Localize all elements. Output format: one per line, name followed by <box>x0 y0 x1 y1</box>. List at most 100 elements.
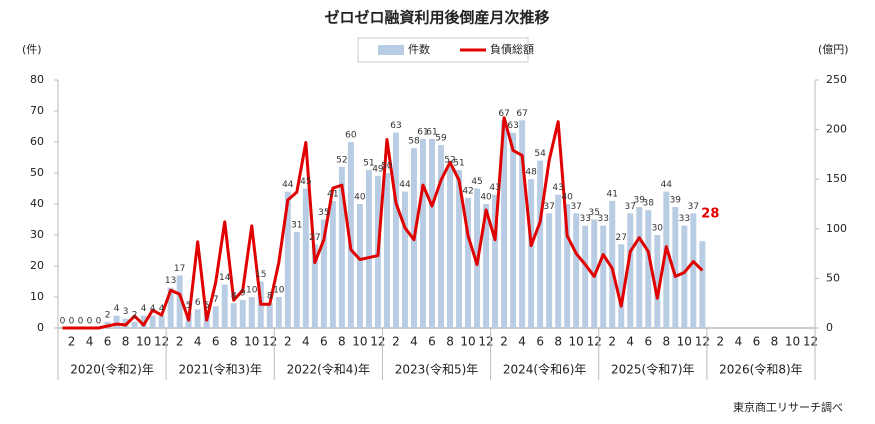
value-label: 4 <box>159 304 165 314</box>
value-label: 63 <box>390 121 401 131</box>
value-label: 41 <box>327 189 338 199</box>
value-label: 35 <box>588 208 599 218</box>
x-tick-label: 8 <box>446 335 454 349</box>
value-label: 4 <box>114 304 120 314</box>
value-label: 37 <box>570 202 581 212</box>
value-label: 43 <box>552 183 563 193</box>
x-tick-label: 4 <box>626 335 634 349</box>
chart-title: ゼロゼロ融資利用後倒産月次推移 <box>324 9 549 27</box>
x-tick-label: 6 <box>212 335 220 349</box>
bar <box>284 191 291 328</box>
bar <box>618 244 625 328</box>
x-tick-label: 12 <box>695 335 710 349</box>
year-label: 2021(令和3)年 <box>178 362 262 377</box>
value-label: 8 <box>231 292 237 302</box>
value-label: 13 <box>165 276 176 286</box>
value-label: 59 <box>435 134 447 144</box>
y-tick-label: 70 <box>30 104 44 117</box>
year-label: 2026(令和8)年 <box>719 362 803 377</box>
value-label: 41 <box>607 189 618 199</box>
legend-label: 負債総額 <box>490 42 534 56</box>
x-tick-label: 2 <box>717 335 725 349</box>
x-tick-label: 8 <box>230 335 238 349</box>
bar <box>582 225 589 328</box>
bar <box>356 204 363 328</box>
bar <box>221 284 228 328</box>
y2-unit: (億円) <box>818 43 849 56</box>
bar <box>266 303 273 328</box>
year-label: 2025(令和7)年 <box>611 362 695 377</box>
bar <box>392 132 399 328</box>
bar <box>555 194 562 328</box>
bar <box>347 142 354 328</box>
y-tick-label: 80 <box>30 73 44 86</box>
year-label: 2024(令和6)年 <box>503 362 587 377</box>
bar <box>528 179 535 328</box>
value-label: 44 <box>399 180 411 190</box>
value-label: 15 <box>255 270 266 280</box>
x-tick-label: 2 <box>284 335 292 349</box>
y-tick-label: 50 <box>30 166 44 179</box>
value-label: 14 <box>219 273 231 283</box>
value-label: 0 <box>87 317 93 327</box>
value-label: 43 <box>489 183 500 193</box>
bar <box>573 213 580 328</box>
value-label: 27 <box>616 233 627 243</box>
x-tick-label: 10 <box>460 335 475 349</box>
value-label: 39 <box>670 196 682 206</box>
x-tick-label: 10 <box>244 335 259 349</box>
bar <box>501 120 508 328</box>
bar <box>699 241 706 328</box>
x-tick-label: 10 <box>785 335 800 349</box>
value-label: 42 <box>462 186 473 196</box>
bar <box>465 197 472 328</box>
x-tick-label: 2 <box>500 335 508 349</box>
bar <box>438 145 444 328</box>
bar <box>654 235 661 328</box>
y-tick-label: 0 <box>37 321 44 334</box>
year-label: 2023(令和5)年 <box>395 362 479 377</box>
value-label: 7 <box>213 295 219 305</box>
value-label: 51 <box>453 158 464 168</box>
value-label: 33 <box>579 214 590 224</box>
bar <box>492 194 499 328</box>
bar <box>645 210 652 328</box>
bar <box>149 315 156 328</box>
value-label: 8 <box>267 292 273 302</box>
x-tick-label: 2 <box>68 335 76 349</box>
value-label: 45 <box>471 177 482 187</box>
value-label: 28 <box>701 207 719 222</box>
bar <box>131 321 138 328</box>
value-label: 35 <box>318 208 329 218</box>
legend-label: 件数 <box>408 43 430 56</box>
value-label: 0 <box>69 317 75 327</box>
bar <box>365 169 372 328</box>
x-tick-label: 4 <box>302 335 310 349</box>
x-tick-label: 10 <box>352 335 367 349</box>
y-tick-label: 60 <box>30 135 44 148</box>
x-tick-label: 12 <box>370 335 385 349</box>
x-tick-label: 6 <box>536 335 544 349</box>
line <box>62 116 704 330</box>
bar <box>239 300 246 328</box>
value-label: 3 <box>123 307 129 317</box>
value-label: 61 <box>426 127 437 137</box>
value-label: 58 <box>408 137 420 147</box>
bar <box>519 120 526 328</box>
bar <box>447 166 453 328</box>
x-tick-label: 12 <box>587 335 602 349</box>
value-label: 31 <box>291 220 302 230</box>
x-tick-label: 12 <box>262 335 277 349</box>
x-tick-label: 2 <box>176 335 184 349</box>
bar <box>510 132 517 328</box>
bar <box>546 213 553 328</box>
value-label: 67 <box>516 109 527 119</box>
value-label: 61 <box>417 127 428 137</box>
value-label: 37 <box>688 202 699 212</box>
bar <box>329 200 336 328</box>
x-tick-label: 6 <box>644 335 652 349</box>
x-tick-label: 8 <box>771 335 779 349</box>
bar <box>383 173 390 328</box>
bar <box>636 207 643 328</box>
bar <box>293 231 300 328</box>
